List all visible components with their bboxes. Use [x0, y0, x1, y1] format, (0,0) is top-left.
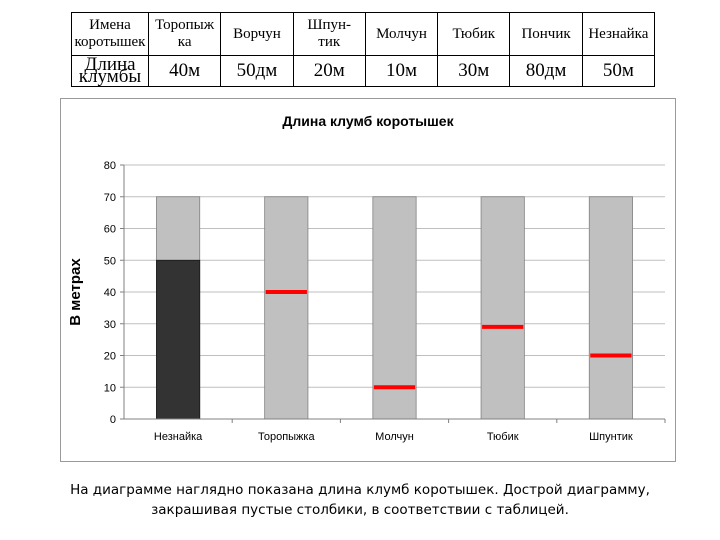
length-cell: 10м	[364, 55, 439, 87]
y-tick-label: 20	[104, 351, 116, 363]
length-cell: 50дм	[220, 55, 294, 87]
y-tick-label: 80	[104, 160, 116, 172]
name-cell: Шпун- тик	[292, 12, 366, 56]
y-tick-label: 40	[104, 287, 116, 299]
bar-filled	[156, 259, 201, 420]
x-tick-label: Тюбик	[487, 431, 519, 443]
x-tick-label: Торопыжка	[258, 431, 315, 443]
caption-line-1: На диаграмме наглядно показана длина клу…	[70, 482, 650, 498]
y-tick-label: 0	[110, 414, 116, 426]
name-cell: Молчун	[364, 12, 439, 56]
x-tick-label: Молчун	[375, 431, 414, 443]
name-cell: Ворчун	[220, 12, 294, 56]
y-tick-label: 30	[104, 319, 116, 331]
y-tick-label: 10	[104, 382, 116, 394]
caption-line-2: закрашивая пустые столбики, в соответств…	[151, 502, 569, 518]
name-cell: Пончик	[509, 12, 583, 56]
table-row-names: Имена коротышек Торопыж ка Ворчун Шпун- …	[71, 12, 656, 56]
bar-column	[480, 196, 525, 420]
chart-svg: Длина клумб коротышек В метрах 0 10 20 30 40…	[67, 113, 666, 443]
bar-column	[264, 196, 309, 420]
caption: На диаграмме наглядно показана длина клу…	[20, 480, 700, 520]
flower-table: Имена коротышек Торопыж ка Ворчун Шпун- …	[71, 12, 656, 87]
x-tick-label: Шпунтик	[589, 431, 633, 443]
table-row-lengths: Длина клумбы 40м 50дм 20м 10м 30м 80дм 5…	[71, 55, 656, 87]
header-lengths-cell: Длина клумбы	[71, 55, 149, 87]
name-cell: Торопыж ка	[147, 12, 222, 56]
y-tick-label: 70	[104, 192, 116, 204]
name-cell: Незнайка	[581, 12, 656, 56]
length-cell: 30м	[437, 55, 511, 87]
bars-layer	[156, 196, 633, 420]
bar-column	[588, 196, 633, 420]
length-cell: 50м	[581, 55, 656, 87]
y-axis-label: В метрах	[67, 258, 84, 326]
x-tick-label: Незнайка	[154, 431, 203, 443]
length-cell: 40м	[147, 55, 222, 87]
y-tick-label: 60	[104, 224, 116, 236]
chart-frame: Длина клумб коротышек В метрах 0 10 20 30 40…	[60, 98, 676, 462]
length-cell: 20м	[292, 55, 366, 87]
header-names-cell: Имена коротышек	[71, 12, 149, 56]
length-cell: 80дм	[509, 55, 583, 87]
axis-layer: 0 10 20 30 40 50 60 70 80 Незнайка Торопыжка Молчун…	[104, 160, 666, 443]
name-cell: Тюбик	[437, 12, 511, 56]
y-tick-label: 50	[104, 255, 116, 267]
chart-title: Длина клумб коротышек	[282, 113, 454, 129]
